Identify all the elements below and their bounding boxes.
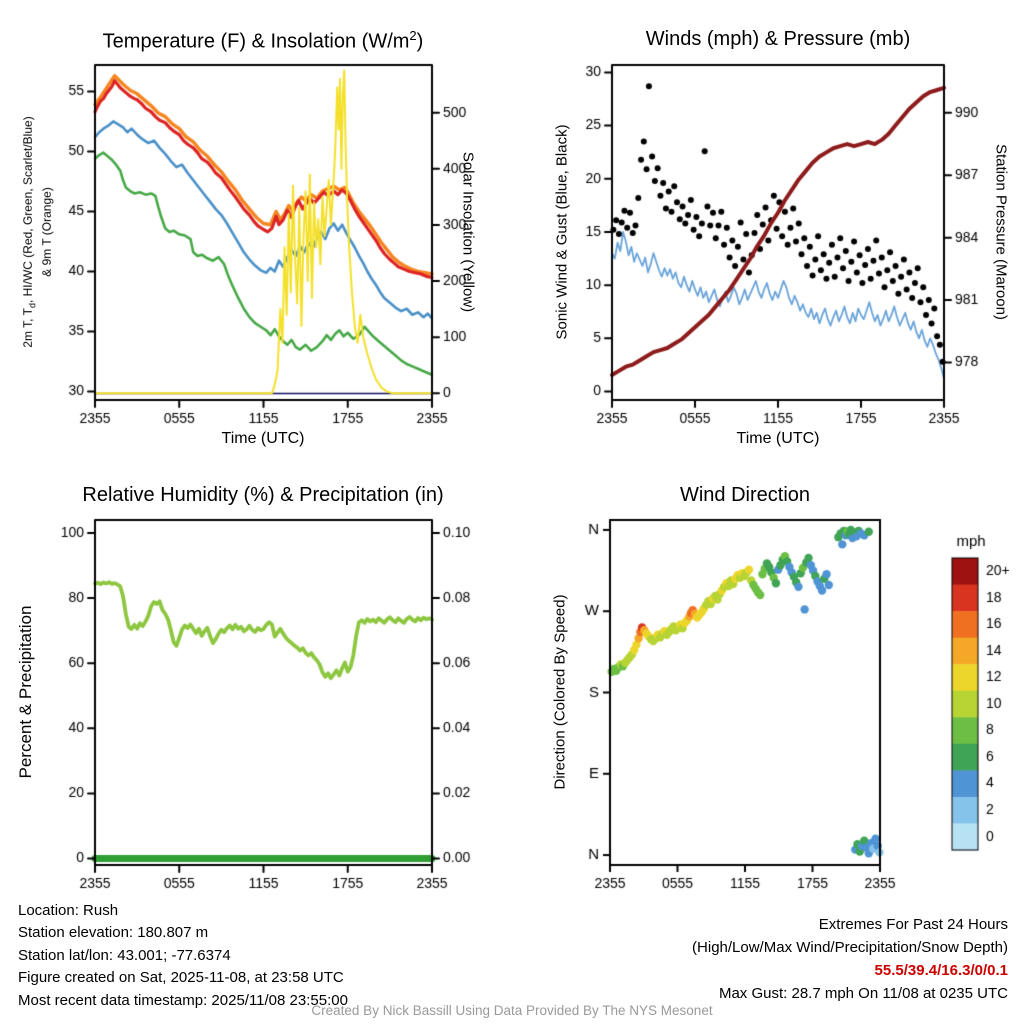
chart-title-humidity: Relative Humidity (%) & Precipitation (i… bbox=[82, 484, 444, 506]
station-elevation: Station elevation: 180.807 m bbox=[18, 924, 209, 942]
recent-timestamp: Most recent data timestamp: 2025/11/08 2… bbox=[18, 991, 348, 1009]
panel-temperature-insolation: Temperature (F) & Insolation (W/m2) 2m T… bbox=[0, 0, 512, 470]
y-axis-label-left-temperature: 2m T, Td, HI/WC (Red, Green, Scarlet/Blu… bbox=[21, 116, 55, 347]
y-axis-label-left-direction: Direction (Colored By Speed) bbox=[551, 594, 569, 790]
panel-humidity-precip: Relative Humidity (%) & Precipitation (i… bbox=[0, 470, 512, 900]
y-axis-label-right-pressure: Station Pressure (Maroon) bbox=[992, 144, 1010, 320]
chart-title-wind-direction: Wind Direction bbox=[679, 484, 811, 506]
x-axis-label-time: Time (UTC) bbox=[736, 430, 820, 447]
y-axis-label-line2: & 9m T (Orange) bbox=[40, 187, 55, 277]
title-text-end: ) bbox=[416, 30, 424, 53]
title-superscript: 2 bbox=[409, 28, 417, 43]
panel-wind-direction: Wind Direction Direction (Colored By Spe… bbox=[512, 470, 1024, 900]
figure-created: Figure created on Sat, 2025-11-08, at 23… bbox=[18, 969, 344, 987]
extremes-subtitle: (High/Low/Max Wind/Precipitation/Snow De… bbox=[692, 939, 1008, 956]
title-text: Temperature (F) & Insolation (W/m bbox=[102, 30, 410, 53]
chart-title-temperature: Temperature (F) & Insolation (W/m2) bbox=[103, 28, 424, 54]
chart-title-winds: Winds (mph) & Pressure (mb) bbox=[645, 28, 911, 50]
extremes-values: 55.5/39.4/16.3/0/0.1 bbox=[874, 962, 1008, 979]
wind-direction-chart bbox=[512, 470, 1024, 900]
humidity-precip-chart bbox=[0, 470, 512, 900]
extremes-title: Extremes For Past 24 Hours bbox=[818, 916, 1008, 933]
station-location: Location: Rush bbox=[18, 902, 119, 919]
temperature-insolation-chart bbox=[0, 0, 512, 470]
y-axis-label-left-percent: Percent & Precipitation bbox=[16, 605, 35, 779]
station-info: Location: Rush Station elevation: 180.80… bbox=[18, 900, 348, 1012]
x-axis-label-time: Time (UTC) bbox=[221, 430, 305, 447]
panel-winds-pressure: Winds (mph) & Pressure (mb) Sonic Wind &… bbox=[512, 0, 1024, 470]
y-axis-label-line1: 2m T, Td, HI/WC (Red, Green, Scarlet/Blu… bbox=[20, 116, 38, 348]
y-axis-label-right-insolation: Solar Insolation (Yellow) bbox=[459, 151, 477, 313]
credit-line: Created By Nick Bassill Using Data Provi… bbox=[311, 1003, 713, 1018]
footer: Location: Rush Station elevation: 180.80… bbox=[0, 898, 1024, 1009]
station-latlon: Station lat/lon: 43.001; -77.6374 bbox=[18, 946, 231, 964]
max-gust: Max Gust: 28.7 mph On 11/08 at 0235 UTC bbox=[718, 985, 1008, 1002]
winds-pressure-chart bbox=[512, 0, 1024, 470]
y-axis-label-left-wind: Sonic Wind & Gust (Blue, Black) bbox=[553, 124, 571, 340]
extremes-info: Extremes For Past 24 Hours (High/Low/Max… bbox=[692, 913, 1008, 1005]
